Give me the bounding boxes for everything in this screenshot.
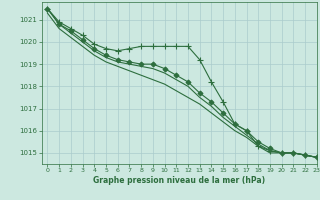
X-axis label: Graphe pression niveau de la mer (hPa): Graphe pression niveau de la mer (hPa) bbox=[93, 176, 265, 185]
